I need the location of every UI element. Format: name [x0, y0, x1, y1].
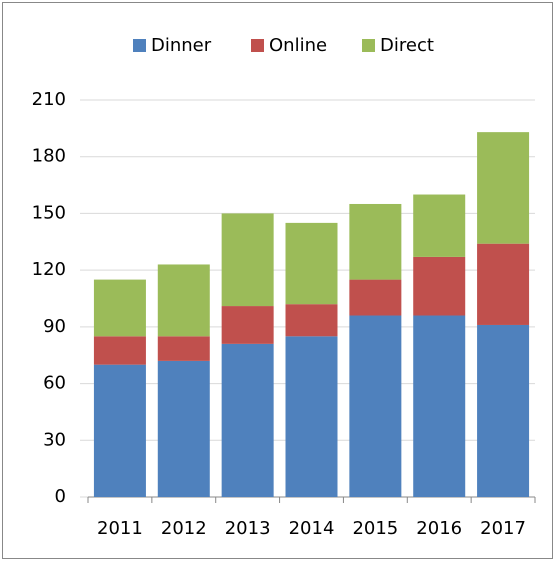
- y-tick-label: 210: [32, 89, 66, 110]
- bar-segment: [93, 279, 146, 337]
- x-tick-label: 2012: [161, 518, 207, 539]
- bar-segment: [157, 264, 210, 337]
- bar-segment: [477, 243, 530, 325]
- y-tick-label: 180: [32, 146, 66, 167]
- x-tick-label: 2014: [289, 518, 335, 539]
- bar-segment: [413, 256, 466, 316]
- y-tick-label: 30: [43, 429, 66, 450]
- bar-segment: [157, 336, 210, 361]
- legend-label: Direct: [380, 35, 434, 56]
- y-tick-label: 120: [32, 259, 66, 280]
- bar-segment: [477, 324, 530, 497]
- bar-segment: [285, 304, 338, 337]
- legend-swatch: [133, 39, 146, 52]
- x-tick-label: 2015: [352, 518, 398, 539]
- x-tick-label: 2011: [97, 518, 143, 539]
- y-tick-label: 90: [43, 316, 66, 337]
- x-tick-label: 2016: [416, 518, 462, 539]
- bar-segment: [349, 279, 402, 316]
- bar-segment: [93, 364, 146, 497]
- y-tick-label: 0: [55, 486, 66, 507]
- x-tick-label: 2017: [480, 518, 526, 539]
- y-tick-label: 60: [43, 373, 66, 394]
- bar-segment: [413, 315, 466, 497]
- x-tick-label: 2013: [225, 518, 271, 539]
- legend-swatch: [251, 39, 264, 52]
- bar-segment: [221, 213, 274, 307]
- chart-frame: [2, 2, 553, 559]
- bar-segment: [157, 360, 210, 497]
- bar-segment: [221, 343, 274, 497]
- legend-label: Online: [269, 35, 327, 56]
- bar-segment: [477, 132, 530, 244]
- legend-label: Dinner: [151, 35, 212, 56]
- bar-segment: [93, 336, 146, 365]
- bar-segment: [349, 315, 402, 497]
- legend-swatch: [362, 39, 375, 52]
- bar-segment: [349, 203, 402, 280]
- y-tick-label: 150: [32, 202, 66, 223]
- bar-segment: [221, 306, 274, 344]
- bar-segment: [285, 222, 338, 305]
- bar-segment: [413, 194, 466, 257]
- bar-segment: [285, 336, 338, 497]
